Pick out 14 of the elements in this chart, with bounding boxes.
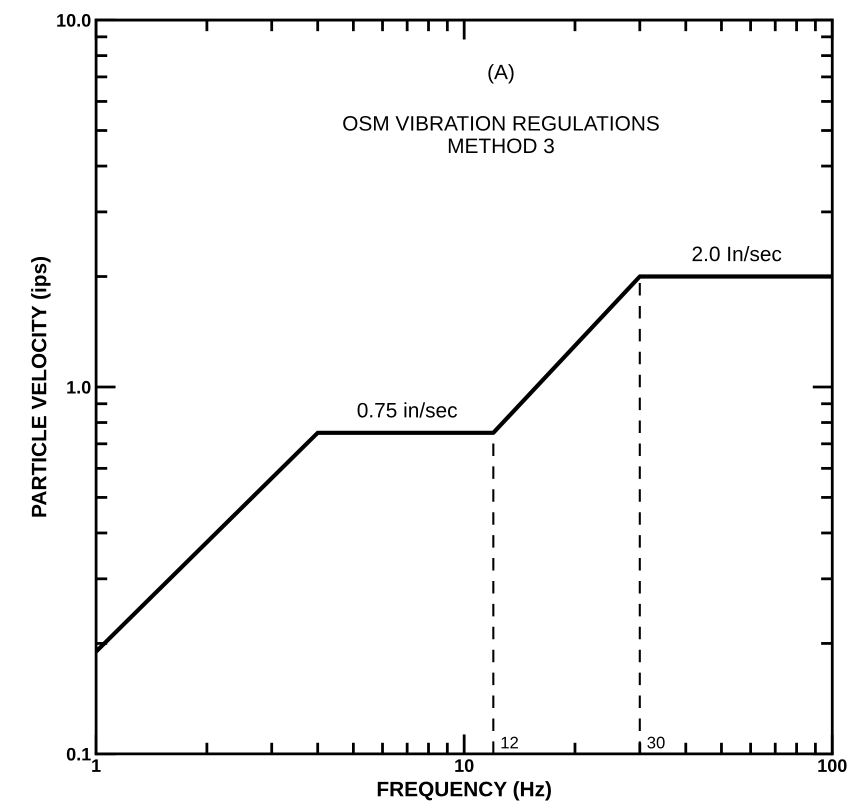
ref-line-label: 12 bbox=[502, 736, 518, 748]
y-tick-label: 10.0 bbox=[57, 14, 90, 27]
x-tick-label: 100 bbox=[818, 759, 847, 772]
annotation: OSM VIBRATION REGULATIONS METHOD 3 bbox=[343, 116, 659, 154]
annotation: 2.0 In/sec bbox=[692, 246, 782, 262]
annotation: 0.75 in/sec bbox=[358, 402, 457, 418]
y-axis-title: PARTICLE VELOCITY (ips) bbox=[31, 257, 51, 517]
x-axis-title: FREQUENCY (Hz) bbox=[378, 781, 551, 801]
annotation: (A) bbox=[488, 64, 514, 84]
y-tick-label: 1.0 bbox=[67, 380, 90, 394]
x-tick-label: 1 bbox=[92, 759, 101, 772]
y-tick-label: 0.1 bbox=[66, 748, 91, 761]
ref-line-label: 30 bbox=[647, 736, 665, 748]
x-tick-label: 10 bbox=[455, 759, 474, 772]
